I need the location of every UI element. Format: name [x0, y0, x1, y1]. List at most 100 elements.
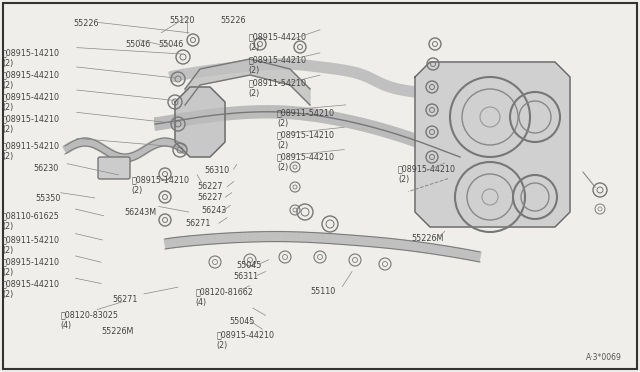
Polygon shape: [446, 93, 451, 103]
Polygon shape: [284, 59, 285, 69]
Polygon shape: [419, 242, 422, 252]
Polygon shape: [170, 238, 173, 248]
Polygon shape: [162, 117, 164, 129]
Polygon shape: [178, 237, 180, 247]
Polygon shape: [442, 92, 446, 102]
Polygon shape: [365, 120, 369, 132]
Polygon shape: [268, 232, 270, 241]
Polygon shape: [131, 152, 136, 161]
Polygon shape: [458, 248, 461, 258]
Polygon shape: [436, 244, 439, 255]
Polygon shape: [266, 106, 268, 118]
Polygon shape: [262, 106, 264, 118]
Polygon shape: [240, 106, 243, 119]
Polygon shape: [189, 68, 193, 78]
Polygon shape: [81, 138, 84, 146]
Polygon shape: [303, 108, 307, 120]
Polygon shape: [225, 63, 228, 73]
Polygon shape: [455, 99, 463, 107]
Polygon shape: [248, 61, 252, 71]
Polygon shape: [413, 241, 416, 251]
Polygon shape: [90, 139, 95, 147]
Polygon shape: [328, 234, 332, 244]
Polygon shape: [416, 87, 419, 97]
Polygon shape: [136, 150, 142, 158]
Polygon shape: [220, 108, 223, 121]
Polygon shape: [373, 237, 376, 247]
Polygon shape: [169, 238, 172, 248]
Polygon shape: [271, 59, 274, 69]
Polygon shape: [160, 138, 163, 147]
Text: Ⓝ08911-54210
(2): Ⓝ08911-54210 (2): [2, 235, 60, 255]
Polygon shape: [449, 94, 454, 103]
Text: Ⓦ08915-44210
(2): Ⓦ08915-44210 (2): [277, 153, 335, 172]
Text: 55226: 55226: [221, 16, 246, 25]
Polygon shape: [424, 88, 428, 99]
Polygon shape: [226, 108, 229, 120]
Polygon shape: [369, 237, 372, 247]
Polygon shape: [376, 77, 381, 87]
Polygon shape: [289, 232, 291, 242]
Polygon shape: [420, 88, 424, 98]
Polygon shape: [448, 247, 452, 257]
Polygon shape: [436, 143, 441, 155]
Polygon shape: [276, 59, 279, 69]
Polygon shape: [453, 150, 458, 161]
Polygon shape: [349, 116, 353, 128]
Polygon shape: [248, 232, 251, 242]
Polygon shape: [465, 250, 469, 260]
Polygon shape: [324, 111, 328, 123]
Polygon shape: [397, 84, 401, 94]
Polygon shape: [257, 60, 260, 70]
Text: Ⓦ08915-14210
(2): Ⓦ08915-14210 (2): [132, 176, 190, 195]
Polygon shape: [150, 141, 156, 149]
Polygon shape: [448, 93, 452, 103]
Polygon shape: [328, 112, 332, 124]
Polygon shape: [268, 106, 270, 118]
Polygon shape: [439, 144, 444, 156]
Polygon shape: [422, 88, 426, 98]
Polygon shape: [321, 233, 324, 243]
Polygon shape: [316, 109, 319, 122]
Polygon shape: [430, 89, 433, 99]
Polygon shape: [450, 247, 454, 257]
Polygon shape: [185, 236, 188, 246]
Polygon shape: [83, 138, 86, 146]
Polygon shape: [410, 86, 413, 97]
Polygon shape: [419, 137, 424, 148]
Polygon shape: [177, 114, 181, 126]
Polygon shape: [191, 68, 195, 78]
Polygon shape: [186, 113, 189, 125]
Text: Ⓦ08915-14210
(2): Ⓦ08915-14210 (2): [2, 257, 60, 277]
Polygon shape: [218, 64, 223, 74]
Polygon shape: [383, 80, 388, 90]
Polygon shape: [394, 128, 399, 140]
Polygon shape: [377, 237, 380, 247]
Polygon shape: [453, 96, 460, 106]
Polygon shape: [350, 67, 354, 77]
Polygon shape: [216, 64, 220, 74]
Polygon shape: [474, 251, 477, 261]
Polygon shape: [224, 233, 227, 243]
Polygon shape: [119, 153, 123, 162]
Polygon shape: [454, 150, 460, 162]
Polygon shape: [182, 113, 185, 125]
Polygon shape: [428, 89, 431, 99]
Text: 55350: 55350: [36, 194, 61, 203]
Polygon shape: [355, 68, 360, 78]
Polygon shape: [88, 139, 92, 147]
Polygon shape: [386, 81, 391, 92]
Text: 55226: 55226: [74, 19, 99, 28]
Polygon shape: [198, 67, 203, 77]
Polygon shape: [425, 243, 429, 253]
Polygon shape: [155, 118, 156, 130]
Polygon shape: [417, 242, 420, 252]
Polygon shape: [148, 142, 154, 150]
Polygon shape: [115, 152, 119, 161]
Polygon shape: [456, 151, 460, 162]
Polygon shape: [373, 76, 379, 86]
Text: Ⓦ08915-14210
(2): Ⓦ08915-14210 (2): [2, 48, 60, 68]
Polygon shape: [196, 67, 200, 77]
Polygon shape: [187, 236, 189, 246]
Polygon shape: [437, 144, 442, 155]
